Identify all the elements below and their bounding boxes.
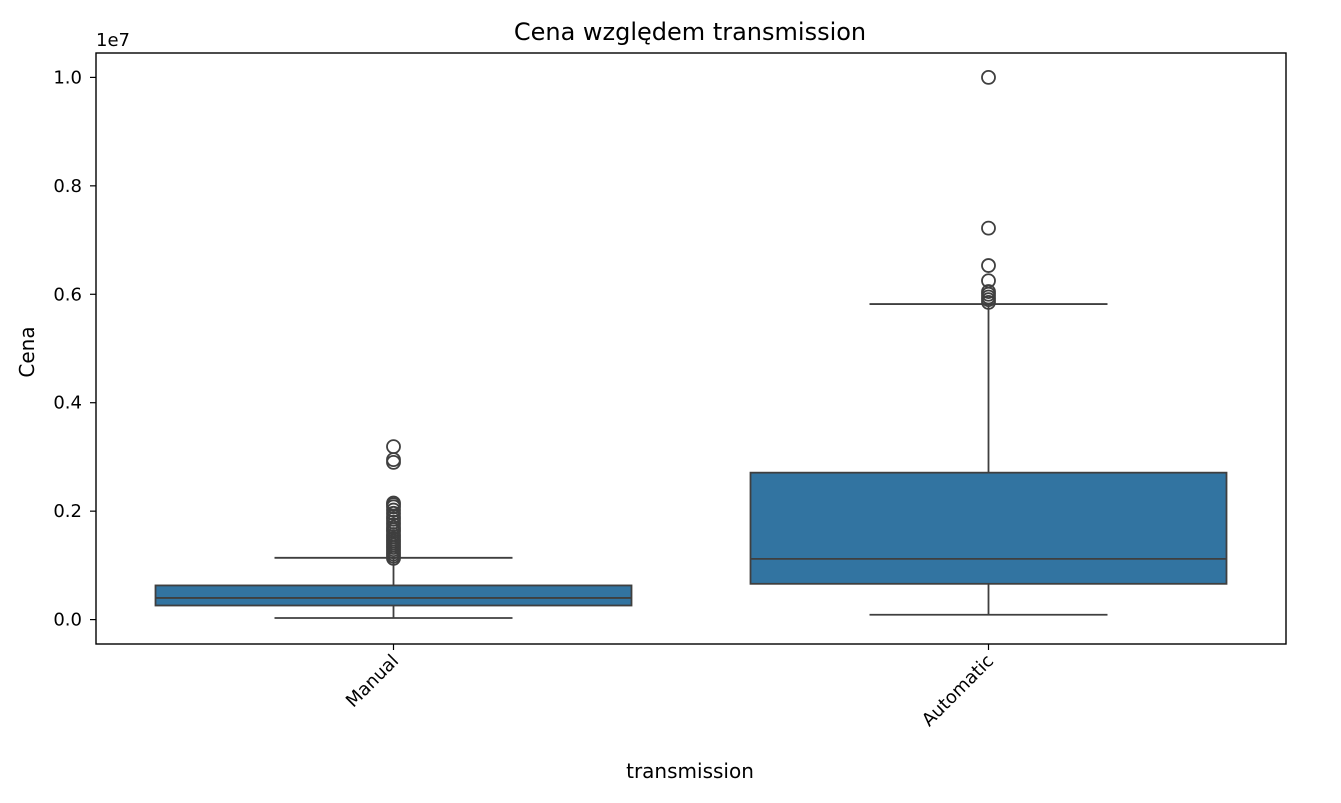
- plot-area: [154, 69, 1228, 619]
- outlier-point: [981, 220, 996, 236]
- outlier-point: [981, 273, 996, 289]
- outlier-point: [981, 284, 996, 299]
- y-tick-label: 0.8: [53, 176, 82, 197]
- y-tick-label: 0.4: [53, 393, 82, 414]
- outlier-point: [981, 69, 996, 85]
- outlier-point: [981, 258, 996, 273]
- outlier-point: [386, 439, 401, 455]
- y-tick-label: 0.6: [53, 284, 82, 305]
- y-axis: 0.0 0.2 0.4 0.6 0.8 1.0: [53, 67, 96, 631]
- x-axis: Manual Automatic: [342, 644, 998, 731]
- box-group-manual: [154, 439, 633, 619]
- y-tick-label: 0.2: [53, 501, 82, 522]
- y-offset-label: 1e7: [96, 30, 130, 51]
- plot-frame: [95, 52, 1287, 645]
- y-tick-label: 1.0: [53, 67, 82, 88]
- chart-title: Cena względem transmission: [514, 18, 866, 46]
- y-tick-label: 0.0: [53, 610, 82, 631]
- iqr-box: [154, 584, 633, 607]
- iqr-box: [749, 471, 1228, 585]
- y-axis-label: Cena: [15, 326, 39, 377]
- x-tick-label-manual: Manual: [342, 651, 403, 712]
- outlier-point: [386, 495, 401, 511]
- box-group-automatic: [749, 69, 1228, 616]
- x-tick-label-automatic: Automatic: [918, 651, 998, 731]
- x-axis-label: transmission: [626, 759, 754, 783]
